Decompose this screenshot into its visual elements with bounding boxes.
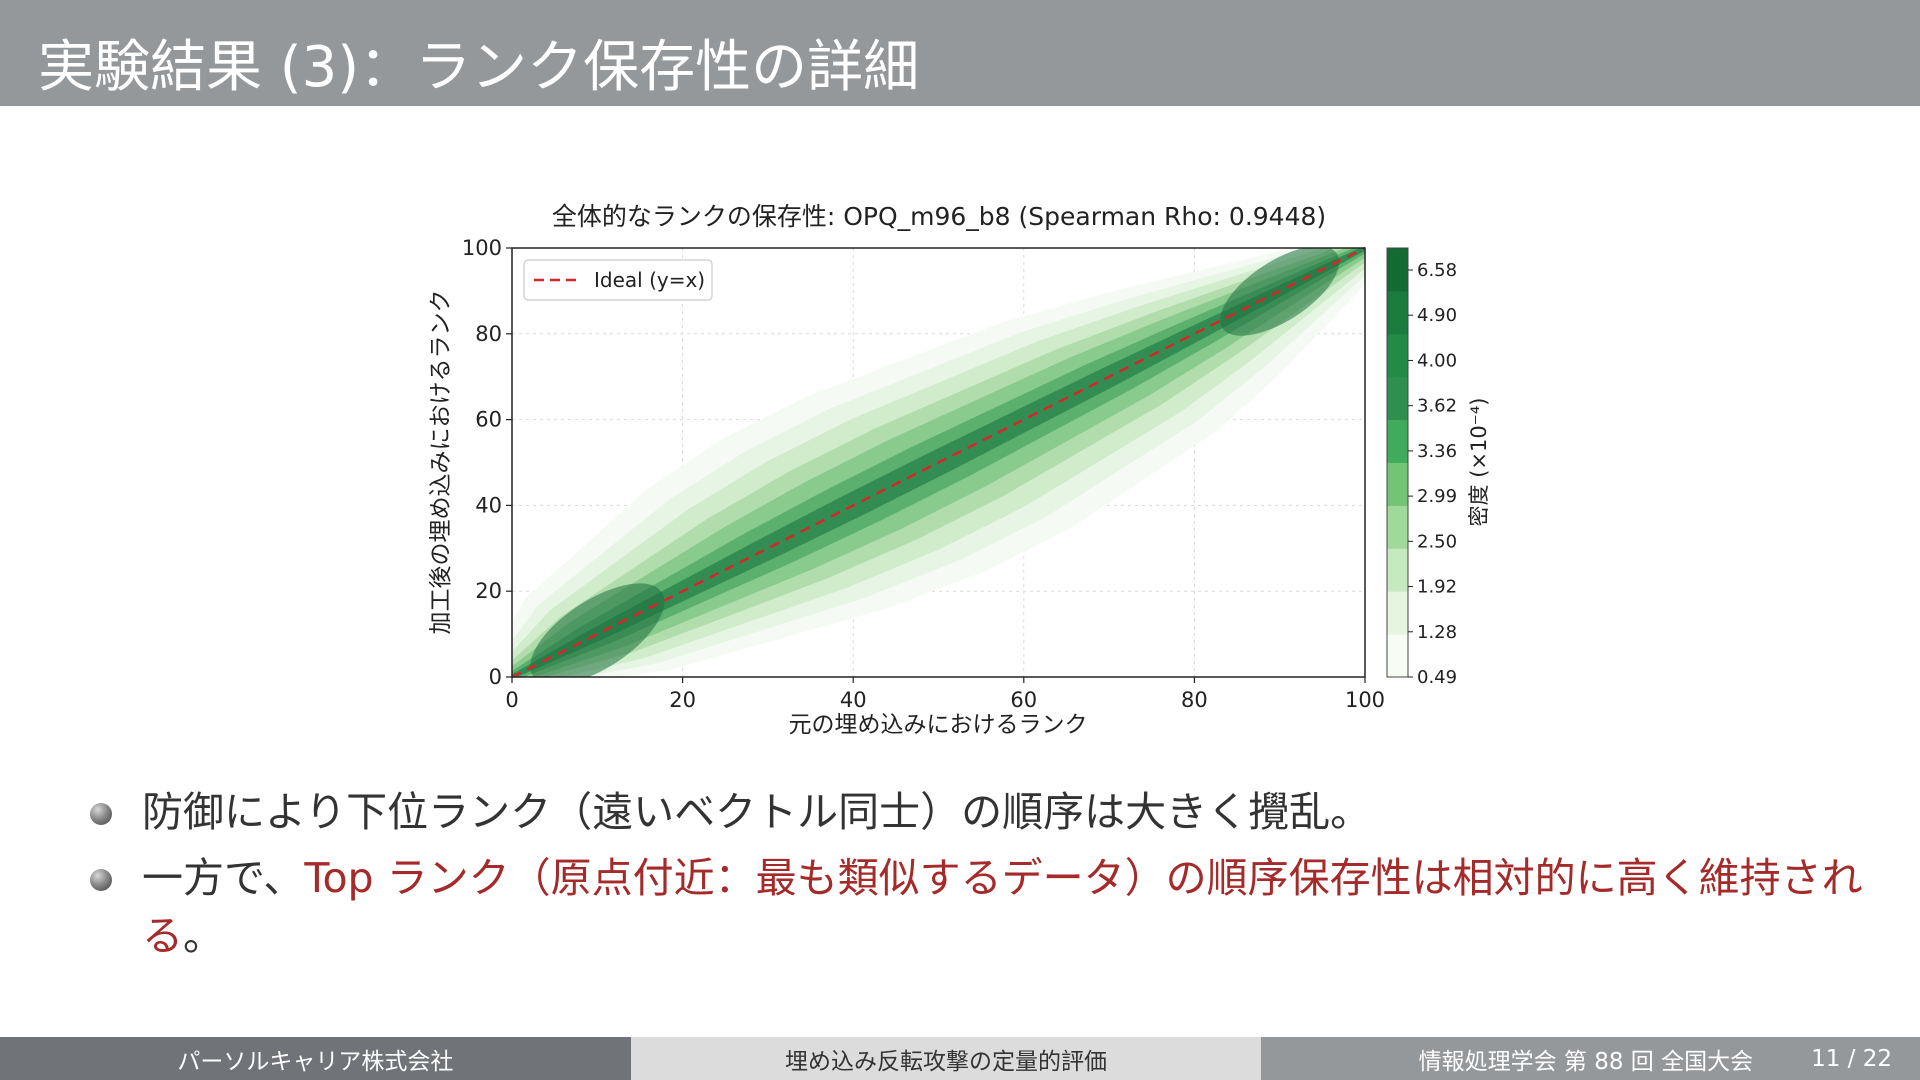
colorbar-segment <box>1387 333 1408 378</box>
bullet-list: 防御により下位ランク（遠いベクトル同士）の順序は大きく攪乱。 一方で、Top ラ… <box>90 783 1880 973</box>
bullet-dot <box>90 803 112 825</box>
colorbar-label: 密度 (×10⁻⁴) <box>1467 398 1491 527</box>
colorbar-tick-label: 1.28 <box>1417 622 1457 643</box>
chart-svg: 全体的なランクの保存性: OPQ_m96_b8 (Spearman Rho: 0… <box>428 202 1491 738</box>
x-axis-label: 元の埋め込みにおけるランク <box>789 712 1088 738</box>
chart-title: 全体的なランクの保存性: OPQ_m96_b8 (Spearman Rho: 0… <box>552 202 1326 231</box>
colorbar-tick-label: 3.62 <box>1417 396 1457 417</box>
colorbar-segment <box>1387 548 1408 592</box>
legend: Ideal (y=x) <box>523 259 713 301</box>
title-bar: 実験結果 (3)：ランク保存性の詳細 <box>0 0 1920 106</box>
bullet-text-2-post: 。 <box>183 912 224 960</box>
x-tick-label: 40 <box>840 688 867 712</box>
page-number: 11 / 22 <box>1811 1045 1893 1072</box>
y-axis-ticks: 0 20 40 60 80 100 <box>462 236 512 689</box>
legend-label: Ideal (y=x) <box>594 268 705 292</box>
plot-frame <box>511 247 1366 678</box>
bullet-dot <box>90 869 112 891</box>
footer-conference: 情報処理学会 第 88 回 全国大会 11 / 22 <box>1261 1037 1920 1080</box>
x-tick-label: 60 <box>1010 688 1037 712</box>
colorbar-tick-label: 1.92 <box>1417 577 1457 598</box>
bullet-text-1: 防御により下位ランク（遠いベクトル同士）の順序は大きく攪乱。 <box>142 788 1372 836</box>
bullet-item-2: 一方で、Top ランク（原点付近：最も類似するデータ）の順序保存性は相対的に高く… <box>90 849 1880 965</box>
colorbar-frame <box>1386 247 1409 678</box>
footer-organization: パーソルキャリア株式会社 <box>0 1037 631 1080</box>
bullet-item-1: 防御により下位ランク（遠いベクトル同士）の順序は大きく攪乱。 <box>90 783 1880 841</box>
colorbar-segment <box>1387 376 1408 421</box>
legend-box <box>523 259 713 301</box>
y-tick-label: 20 <box>475 579 502 603</box>
x-tick-label: 100 <box>1345 688 1385 712</box>
colorbar-segment <box>1387 591 1408 635</box>
colorbar: 6.58 4.90 4.00 3.62 3.36 2.99 2.50 1.92 1.28 0.49 <box>1386 247 1457 688</box>
footer-conference-name: 情報処理学会 第 88 回 全国大会 <box>1418 1048 1754 1075</box>
y-tick-label: 40 <box>475 493 502 517</box>
x-tick-label: 20 <box>669 688 696 712</box>
bullet-text-2-pre: 一方で、 <box>142 854 305 902</box>
colorbar-segment <box>1387 505 1408 549</box>
density-peak <box>530 583 665 677</box>
colorbar-segment <box>1387 419 1408 463</box>
ideal-line <box>511 246 1366 679</box>
rank-preservation-chart: 全体的なランクの保存性: OPQ_m96_b8 (Spearman Rho: 0… <box>400 180 1520 740</box>
colorbar-segment <box>1387 462 1408 506</box>
colorbar-tick-label: 0.49 <box>1417 667 1457 688</box>
colorbar-tick-label: 3.36 <box>1417 441 1457 462</box>
bullet-text-2-highlight: Top ランク（原点付近：最も類似するデータ）の順序保存性は相対的に高く維持され… <box>142 854 1863 960</box>
colorbar-tick-label: 4.00 <box>1417 350 1457 371</box>
y-tick-label: 60 <box>475 408 502 432</box>
colorbar-segment <box>1387 634 1408 678</box>
colorbar-tick-label: 4.90 <box>1417 305 1457 326</box>
colorbar-segment <box>1387 290 1408 335</box>
y-tick-label: 0 <box>489 665 502 689</box>
colorbar-segment <box>1387 248 1408 292</box>
colorbar-tick-label: 2.50 <box>1417 531 1457 552</box>
x-axis-ticks: 0 20 40 60 80 100 <box>505 677 1385 712</box>
y-tick-label: 80 <box>475 322 502 346</box>
footer-talk-title: 埋め込み反転攻撃の定量的評価 <box>630 1037 1262 1080</box>
footer: パーソルキャリア株式会社 埋め込み反転攻撃の定量的評価 情報処理学会 第 88 … <box>0 1037 1920 1080</box>
slide-title: 実験結果 (3)：ランク保存性の詳細 <box>38 35 920 100</box>
y-axis-label: 加工後の埋め込みにおけるランク <box>428 290 454 635</box>
x-tick-label: 0 <box>505 688 518 712</box>
colorbar-tick-label: 2.99 <box>1417 486 1457 507</box>
x-tick-label: 80 <box>1181 688 1208 712</box>
y-tick-label: 100 <box>462 236 502 260</box>
colorbar-tick-label: 6.58 <box>1417 260 1457 281</box>
